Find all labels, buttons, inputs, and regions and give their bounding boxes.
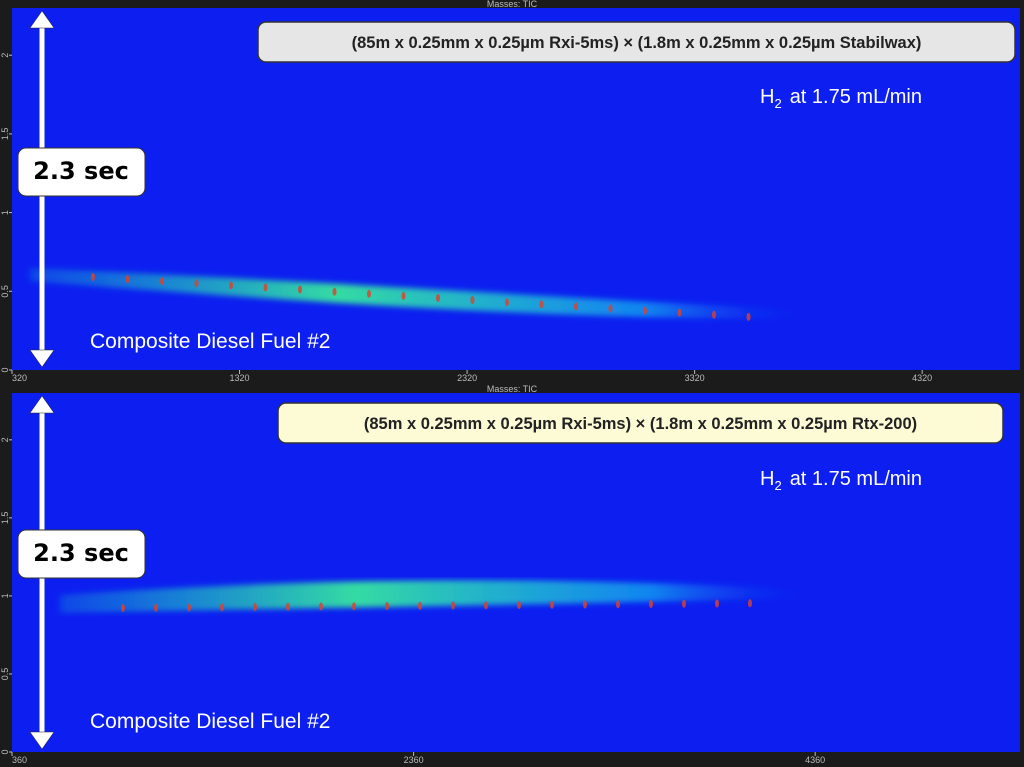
carrier-gas: H2 at 1.75 mL/min <box>760 86 922 111</box>
x-tick-label: 3320 <box>685 373 705 383</box>
peak <box>352 602 356 611</box>
peak <box>643 306 647 315</box>
carrier-subscript: 2 <box>774 478 781 493</box>
carrier-symbol: H <box>760 86 774 108</box>
peak <box>286 602 290 611</box>
y-tick-label: 2 <box>0 437 10 442</box>
peak <box>505 298 509 307</box>
annotation: (85m x 0.25mm x 0.25µm Rxi-5ms) × (1.8m … <box>364 415 917 433</box>
carrier-gas: H2 at 1.75 mL/min <box>760 468 922 493</box>
sample-label: Composite Diesel Fuel #2 <box>90 710 330 733</box>
peak <box>91 273 95 281</box>
peak <box>517 601 521 609</box>
peak <box>220 603 224 612</box>
peak <box>187 603 191 612</box>
carrier-symbol: H <box>760 468 774 490</box>
peak <box>332 287 337 296</box>
peak <box>436 294 440 302</box>
carrier-rate: at 1.75 mL/min <box>790 468 922 490</box>
peak <box>746 312 751 321</box>
y-tick-label: 0.5 <box>0 285 10 298</box>
peak <box>550 600 554 609</box>
peak <box>263 283 268 292</box>
peak <box>649 600 653 608</box>
peak <box>121 604 125 612</box>
peak <box>319 602 323 611</box>
peak <box>125 275 130 284</box>
y-tick-label: 1.5 <box>0 512 10 525</box>
arrow-head <box>29 395 55 750</box>
plot-title: Masses: TIC <box>487 0 538 9</box>
span-box <box>17 529 146 579</box>
peak <box>682 599 686 608</box>
peak <box>160 277 164 286</box>
panel: Masses: TIC 360 2360 4360 0 0.5 1 1.5 2 2.3 sec (8… <box>0 384 1024 767</box>
x-tick-label: 2360 <box>404 755 424 765</box>
peak <box>385 602 389 610</box>
peak <box>715 599 719 608</box>
x-tick-label: 2320 <box>457 373 477 383</box>
peak <box>298 285 302 294</box>
y-tick-label: 0 <box>0 749 10 754</box>
peak <box>194 279 199 288</box>
x-tick-label: 1320 <box>230 373 250 383</box>
peak <box>401 291 406 300</box>
x-tick-label: 4360 <box>805 755 825 765</box>
peak <box>539 300 544 309</box>
annotation: (85m x 0.25mm x 0.25µm Rxi-5ms) × (1.8m … <box>352 34 922 52</box>
peak <box>748 599 752 608</box>
y-tick-label: 1 <box>0 210 10 215</box>
peak <box>229 281 233 290</box>
peak <box>451 601 455 610</box>
span-box <box>17 147 146 197</box>
annotation-box <box>257 21 1016 63</box>
y-tick-label: 1 <box>0 593 10 598</box>
x-tick-label: 360 <box>12 755 27 765</box>
annotation-box <box>277 402 1004 444</box>
x-tick-label: 4320 <box>912 373 932 383</box>
y-tick-label: 0 <box>0 367 10 372</box>
y-tick-label: 2 <box>0 53 10 58</box>
arrow-head <box>29 10 55 368</box>
plot-title: Masses: TIC <box>487 384 538 394</box>
peak <box>484 601 488 610</box>
peak <box>470 296 475 305</box>
peak <box>253 603 257 611</box>
y-tick-label: 0.5 <box>0 668 10 681</box>
peak <box>367 289 371 298</box>
peak <box>608 304 613 313</box>
peak <box>677 308 682 317</box>
peak <box>154 603 158 612</box>
peak <box>574 302 578 311</box>
x-tick-label: 320 <box>12 373 27 383</box>
y-tick-label: 1.5 <box>0 128 10 141</box>
peak <box>712 310 716 319</box>
sample-label: Composite Diesel Fuel #2 <box>90 330 330 353</box>
peak <box>583 600 587 609</box>
panel: Masses: TIC 320 1320 2320 3320 4320 0 0.5 1 1.5 2 2… <box>0 0 1024 386</box>
span-label: 2.3 sec <box>33 539 129 567</box>
peak <box>616 600 620 609</box>
span-label: 2.3 sec <box>33 157 129 185</box>
carrier-subscript: 2 <box>774 96 781 111</box>
peak <box>418 601 422 610</box>
carrier-rate: at 1.75 mL/min <box>790 86 922 108</box>
